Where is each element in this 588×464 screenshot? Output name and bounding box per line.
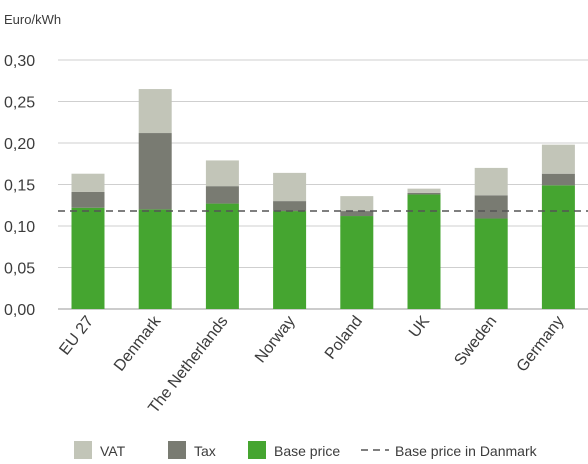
gridlines — [58, 59, 588, 310]
bar-segment-tax — [71, 191, 105, 208]
y-tick-label: 0,10 — [4, 219, 35, 236]
bar-segment-tax — [407, 192, 441, 195]
bar-segment-tax — [273, 201, 307, 212]
legend-label: Base price in Danmark — [395, 443, 538, 459]
legend-label: Tax — [194, 443, 216, 459]
bar-segment-vat — [407, 188, 441, 193]
y-tick-label: 0,00 — [4, 302, 35, 319]
bar-segment-base-price — [71, 207, 105, 309]
y-tick-label: 0,20 — [4, 136, 35, 153]
bar-segment-tax — [541, 173, 575, 186]
y-tick-label: 0,05 — [4, 261, 35, 278]
bar-segment-tax — [205, 186, 239, 204]
legend-swatch — [74, 441, 92, 459]
legend: VAT Tax Base price Base price in Danmark — [74, 441, 538, 459]
x-tick-label: UK — [406, 313, 433, 341]
bar-segment-vat — [541, 144, 575, 174]
bar-segment-base-price — [273, 211, 307, 309]
legend-label: VAT — [100, 443, 126, 459]
x-tick-label: Germany — [514, 313, 568, 375]
x-tick-label: Sweden — [451, 313, 500, 369]
bar-segment-base-price — [474, 218, 508, 309]
bar-segment-vat — [71, 173, 105, 192]
y-tick-label: 0,30 — [4, 53, 35, 70]
legend-label: Base price — [274, 443, 340, 459]
x-tick-label: EU 27 — [56, 313, 97, 359]
bar-segment-vat — [474, 167, 508, 196]
bar-stacks — [71, 89, 575, 309]
bar-segment-base-price — [205, 203, 239, 309]
bar-segment-vat — [205, 160, 239, 187]
bar-segment-vat — [138, 89, 172, 134]
bar-segment-base-price — [541, 185, 575, 309]
y-tick-labels: 0,00 0,05 0,10 0,15 0,20 0,25 0,30 — [4, 53, 35, 319]
bar-segment-tax — [340, 211, 374, 217]
bar-segment-vat — [273, 172, 307, 202]
y-axis-label: Euro/kWh — [4, 12, 61, 27]
x-tick-label: Denmark — [111, 312, 165, 374]
y-tick-label: 0,25 — [4, 95, 35, 112]
legend-swatch — [168, 441, 186, 459]
bar-segment-base-price — [407, 194, 441, 309]
x-tick-label: Poland — [322, 313, 366, 363]
bar-segment-vat — [340, 196, 374, 212]
bar-segment-tax — [138, 133, 172, 210]
bar-segment-tax — [474, 195, 508, 219]
x-tick-label: Norway — [252, 313, 299, 366]
bar-segment-base-price — [340, 216, 374, 309]
y-tick-label: 0,15 — [4, 178, 35, 195]
bar-segment-base-price — [138, 209, 172, 309]
legend-swatch — [248, 441, 266, 459]
